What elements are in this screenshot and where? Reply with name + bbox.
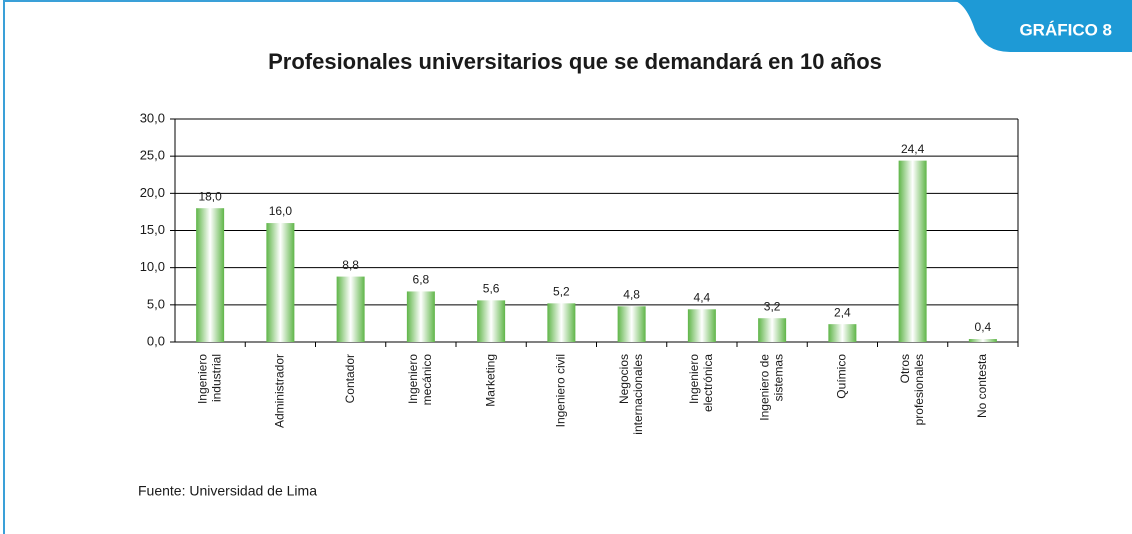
y-tick-label: 15,0 <box>140 222 165 237</box>
x-tick-label: Químico <box>835 354 849 399</box>
x-tick-label: Ingeniero de <box>757 354 771 421</box>
value-label: 4,8 <box>623 287 640 301</box>
y-tick-label: 25,0 <box>140 148 165 163</box>
bar <box>828 324 857 342</box>
chart-title: Profesionales universitarios que se dema… <box>268 49 882 74</box>
x-tick-label: Ingeniero <box>406 354 420 404</box>
x-tick-label: Administrador <box>273 354 287 428</box>
bar <box>266 223 295 342</box>
x-tick-label: internacionales <box>631 354 645 435</box>
x-tick-label: Negocios <box>617 354 631 404</box>
value-label: 18,0 <box>198 189 222 203</box>
value-label: 4,4 <box>694 290 711 304</box>
value-label: 2,4 <box>834 305 851 319</box>
x-tick-label: Marketing <box>483 354 497 407</box>
badge: GRÁFICO 8 <box>1019 20 1112 39</box>
x-tick-label: No contesta <box>975 354 989 418</box>
value-label: 3,2 <box>764 299 781 313</box>
y-tick-label: 0,0 <box>147 333 165 348</box>
bar <box>196 208 225 342</box>
value-label: 8,8 <box>342 258 359 272</box>
x-tick-label: Ingeniero civil <box>554 354 568 427</box>
source: Fuente: Universidad de Lima <box>138 483 317 499</box>
bar <box>968 339 997 342</box>
y-tick-label: 10,0 <box>140 259 165 274</box>
y-tick-label: 20,0 <box>140 185 165 200</box>
value-label: 0,4 <box>975 320 992 334</box>
bar <box>758 318 787 342</box>
y-tick-label: 30,0 <box>140 110 165 125</box>
bar <box>477 300 506 342</box>
x-tick-label: Otros <box>898 354 912 383</box>
value-label: 24,4 <box>901 142 925 156</box>
bar <box>547 303 576 342</box>
x-tick-label: electrónica <box>701 354 715 412</box>
x-tick-label: industrial <box>209 354 223 402</box>
x-tick-label: Ingeniero <box>687 354 701 404</box>
bar <box>898 160 927 342</box>
value-label: 5,6 <box>483 282 500 296</box>
x-tick-label: Ingeniero <box>195 354 209 404</box>
value-label: 5,2 <box>553 285 570 299</box>
bar <box>406 291 435 342</box>
bar <box>336 276 365 342</box>
y-tick-label: 5,0 <box>147 296 165 311</box>
value-label: 16,0 <box>269 204 293 218</box>
bar <box>617 306 646 342</box>
bar <box>687 309 716 342</box>
badge-bg <box>950 0 1132 52</box>
x-tick-label: profesionales <box>912 354 926 425</box>
x-tick-label: sistemas <box>771 354 785 401</box>
value-label: 6,8 <box>413 273 430 287</box>
x-tick-label: mecánico <box>420 354 434 406</box>
x-tick-label: Contador <box>343 354 357 403</box>
